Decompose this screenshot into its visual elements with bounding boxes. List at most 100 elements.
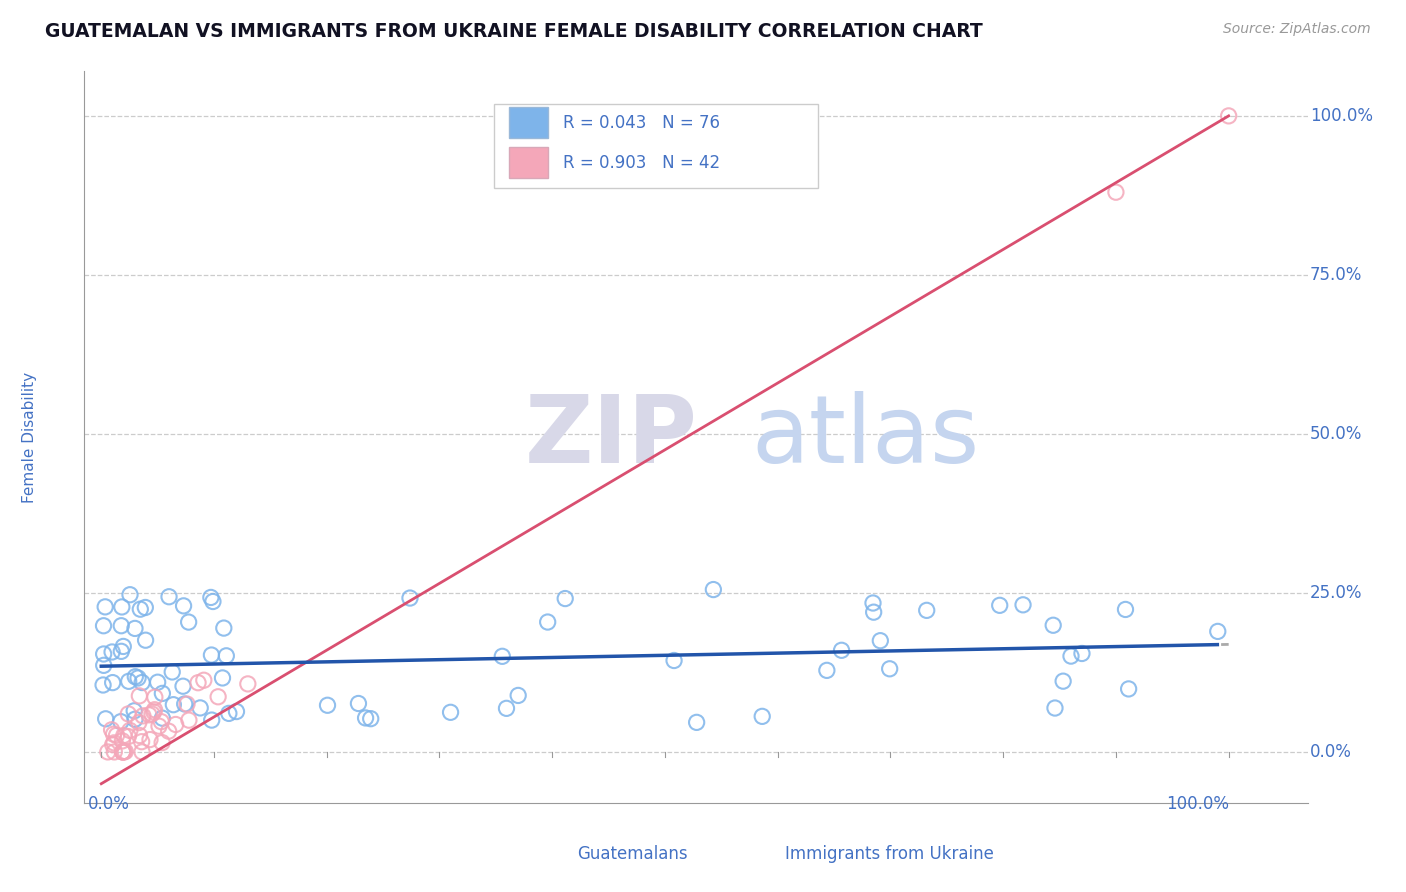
- Text: Guatemalans: Guatemalans: [578, 845, 688, 863]
- Text: Immigrants from Ukraine: Immigrants from Ukraine: [786, 845, 994, 863]
- Text: R = 0.903   N = 42: R = 0.903 N = 42: [562, 153, 720, 172]
- Point: [124, 622, 146, 636]
- Point: [132, 709, 155, 723]
- Point: [93, 647, 115, 661]
- Point: [193, 673, 215, 688]
- Point: [112, 640, 135, 654]
- Point: [1114, 602, 1136, 616]
- Point: [150, 714, 173, 729]
- Point: [94, 712, 117, 726]
- Point: [177, 615, 200, 629]
- Point: [131, 675, 153, 690]
- Point: [93, 619, 115, 633]
- Point: [146, 675, 169, 690]
- Point: [1218, 109, 1240, 123]
- Point: [685, 715, 707, 730]
- Point: [862, 605, 884, 619]
- Point: [118, 723, 141, 738]
- Point: [177, 713, 200, 727]
- Point: [201, 713, 224, 727]
- Point: [103, 745, 125, 759]
- Point: [1052, 674, 1074, 689]
- Point: [869, 633, 891, 648]
- Point: [105, 728, 128, 742]
- Point: [131, 745, 153, 759]
- Point: [118, 588, 141, 602]
- Point: [165, 717, 187, 731]
- Text: 100.0%: 100.0%: [1310, 107, 1372, 125]
- Point: [143, 703, 166, 717]
- Point: [495, 701, 517, 715]
- Point: [111, 745, 134, 759]
- Point: [142, 705, 165, 719]
- Text: 25.0%: 25.0%: [1310, 584, 1362, 602]
- Point: [150, 711, 173, 725]
- Point: [1012, 598, 1035, 612]
- Point: [215, 648, 238, 663]
- FancyBboxPatch shape: [509, 107, 548, 138]
- Text: 50.0%: 50.0%: [1310, 425, 1362, 443]
- Point: [157, 590, 180, 604]
- Point: [200, 591, 222, 605]
- Point: [212, 621, 235, 635]
- Point: [172, 679, 194, 693]
- Point: [1105, 185, 1128, 199]
- Point: [173, 599, 195, 613]
- Point: [207, 690, 229, 704]
- Point: [354, 711, 377, 725]
- Point: [491, 649, 513, 664]
- Point: [101, 645, 124, 659]
- Point: [831, 643, 853, 657]
- Point: [554, 591, 576, 606]
- Point: [1060, 649, 1083, 664]
- Point: [111, 745, 134, 759]
- Point: [128, 729, 150, 743]
- Point: [131, 734, 153, 748]
- Point: [1206, 624, 1229, 639]
- Point: [150, 686, 173, 700]
- Point: [141, 706, 163, 721]
- Point: [988, 599, 1011, 613]
- Point: [157, 724, 180, 739]
- Point: [112, 745, 135, 759]
- Point: [347, 697, 370, 711]
- Point: [160, 665, 183, 679]
- Point: [111, 734, 134, 748]
- Point: [399, 591, 422, 605]
- Point: [112, 729, 135, 743]
- FancyBboxPatch shape: [509, 147, 548, 178]
- Point: [111, 599, 134, 614]
- Point: [915, 603, 938, 617]
- Point: [134, 600, 156, 615]
- Point: [439, 706, 461, 720]
- Text: Source: ZipAtlas.com: Source: ZipAtlas.com: [1223, 22, 1371, 37]
- Point: [110, 714, 132, 729]
- Point: [662, 653, 685, 667]
- Point: [702, 582, 724, 597]
- Point: [1043, 701, 1066, 715]
- Point: [97, 745, 120, 759]
- FancyBboxPatch shape: [519, 847, 565, 871]
- Point: [91, 678, 114, 692]
- Text: 100.0%: 100.0%: [1166, 795, 1229, 814]
- Point: [879, 662, 901, 676]
- Text: 0.0%: 0.0%: [1310, 743, 1351, 761]
- Point: [211, 671, 233, 685]
- Point: [127, 671, 149, 685]
- Point: [101, 675, 124, 690]
- Point: [218, 706, 240, 721]
- Point: [110, 644, 132, 658]
- Point: [162, 698, 184, 712]
- Text: GUATEMALAN VS IMMIGRANTS FROM UKRAINE FEMALE DISABILITY CORRELATION CHART: GUATEMALAN VS IMMIGRANTS FROM UKRAINE FE…: [45, 22, 983, 41]
- Point: [100, 723, 122, 737]
- Point: [128, 715, 150, 730]
- Point: [1071, 647, 1094, 661]
- Point: [138, 707, 160, 722]
- Point: [1042, 618, 1064, 632]
- Point: [135, 633, 157, 648]
- Point: [537, 615, 560, 629]
- Point: [117, 706, 139, 721]
- Point: [114, 745, 136, 759]
- Point: [187, 675, 209, 690]
- Point: [117, 730, 139, 744]
